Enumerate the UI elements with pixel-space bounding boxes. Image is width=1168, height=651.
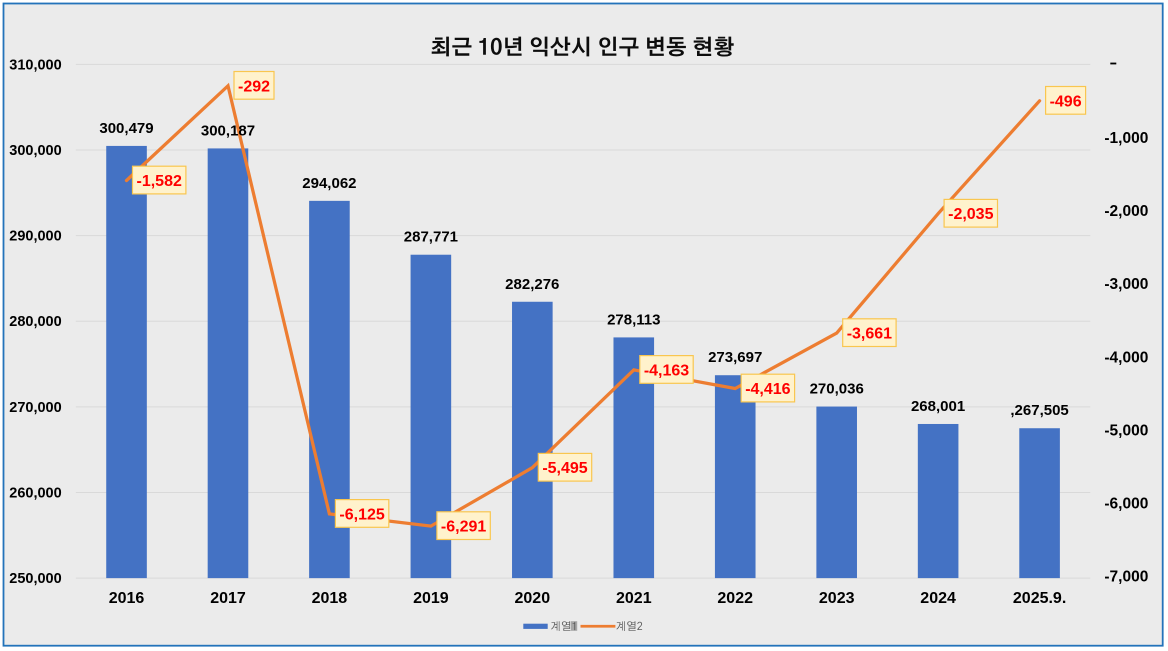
svg-text:287,771: 287,771 <box>404 229 458 246</box>
svg-text:-4,000: -4,000 <box>1104 349 1148 366</box>
svg-text:-292: -292 <box>238 78 270 95</box>
svg-text:2016: 2016 <box>109 590 145 607</box>
svg-text:-6,291: -6,291 <box>441 519 486 536</box>
svg-text:2021: 2021 <box>616 590 652 607</box>
svg-text:2018: 2018 <box>312 590 348 607</box>
svg-text:-5,495: -5,495 <box>542 460 587 477</box>
svg-text:250,000: 250,000 <box>9 571 61 587</box>
svg-text:270,036: 270,036 <box>810 381 864 398</box>
svg-text:300,479: 300,479 <box>99 120 153 137</box>
svg-text:2025.9.: 2025.9. <box>1013 590 1066 607</box>
svg-text:282,276: 282,276 <box>505 276 559 293</box>
svg-text:-2,035: -2,035 <box>948 206 993 223</box>
svg-text:2022: 2022 <box>717 590 753 607</box>
svg-text:280,000: 280,000 <box>9 314 61 330</box>
svg-text:-6,000: -6,000 <box>1104 496 1148 513</box>
svg-text:260,000: 260,000 <box>9 485 61 501</box>
svg-text:294,062: 294,062 <box>302 175 356 192</box>
svg-text:2019: 2019 <box>413 590 449 607</box>
svg-text:300,000: 300,000 <box>9 143 61 159</box>
svg-text:273,697: 273,697 <box>708 349 762 366</box>
svg-text:-7,000: -7,000 <box>1104 569 1148 586</box>
svg-text:,267,505: ,267,505 <box>1010 402 1068 419</box>
svg-text:278,113: 278,113 <box>607 311 660 328</box>
svg-text:-1,000: -1,000 <box>1104 130 1148 147</box>
svg-text:270,000: 270,000 <box>9 400 61 416</box>
svg-text:310,000: 310,000 <box>9 57 61 73</box>
svg-text:290,000: 290,000 <box>9 229 61 245</box>
svg-text:-4,163: -4,163 <box>644 362 689 379</box>
svg-text:268,001: 268,001 <box>911 398 965 415</box>
svg-text:2023: 2023 <box>819 590 855 607</box>
svg-text:-496: -496 <box>1050 93 1082 110</box>
svg-text:-6,125: -6,125 <box>339 506 384 523</box>
svg-text:2017: 2017 <box>210 590 246 607</box>
svg-text:-2,000: -2,000 <box>1104 203 1148 220</box>
svg-text:-4,416: -4,416 <box>745 381 790 398</box>
svg-text:-3,000: -3,000 <box>1104 276 1148 293</box>
svg-text:-3,661: -3,661 <box>847 326 892 343</box>
svg-text:-5,000: -5,000 <box>1104 423 1148 440</box>
svg-text:300,187: 300,187 <box>201 122 255 139</box>
svg-text:-1,582: -1,582 <box>137 173 182 190</box>
svg-text:2020: 2020 <box>515 590 551 607</box>
svg-text:2024: 2024 <box>920 590 956 607</box>
